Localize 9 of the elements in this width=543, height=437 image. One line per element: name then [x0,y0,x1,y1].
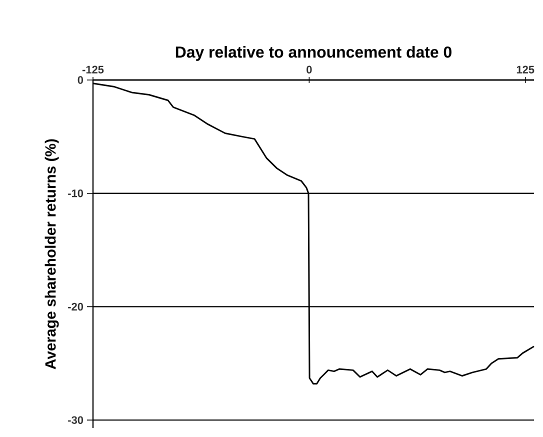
x-axis-title: Day relative to announcement date 0 [176,46,452,61]
y-tick-label: -30 [68,416,84,424]
y-tick-label: 0 [78,76,84,84]
x-tick-label: 0 [306,66,312,74]
x-tick-label: 125 [516,66,534,74]
y-tick-label: -20 [68,302,84,311]
y-tick-label: -10 [68,189,84,198]
x-tick-label: -125 [82,66,104,74]
y-axis-title: Average shareholder returns (%) [44,139,59,370]
